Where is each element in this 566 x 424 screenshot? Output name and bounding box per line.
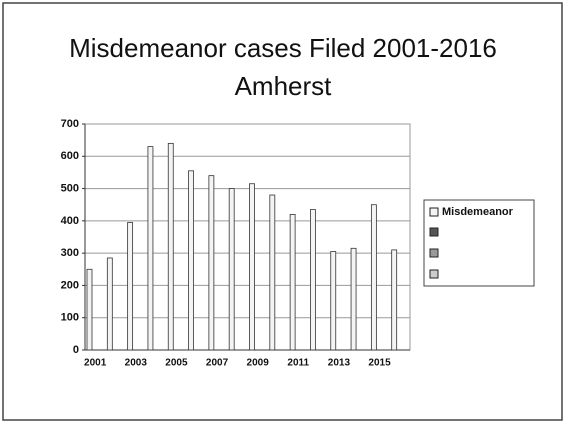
- legend-swatch: [429, 269, 439, 279]
- chart-title: Misdemeanor cases Filed 2001-2016: [69, 33, 497, 63]
- y-tick-label: 300: [61, 247, 79, 259]
- x-tick-label: 2013: [328, 358, 351, 369]
- bar: [208, 175, 215, 351]
- x-tick-label: 2009: [247, 358, 270, 369]
- bar: [228, 188, 235, 351]
- bar: [289, 213, 296, 351]
- bar: [330, 251, 337, 351]
- x-tick-label: 2003: [125, 358, 148, 369]
- legend-swatch: [429, 248, 439, 258]
- y-tick-label: 200: [61, 279, 79, 291]
- bar: [350, 247, 357, 351]
- legend-swatch: [429, 207, 439, 217]
- bar: [147, 146, 154, 351]
- legend: [423, 199, 535, 287]
- bar: [127, 222, 134, 351]
- bar: [269, 194, 276, 351]
- bar: [167, 142, 174, 351]
- y-tick-label: 700: [61, 118, 79, 130]
- chart-subtitle: Amherst: [235, 71, 333, 101]
- bar: [86, 268, 93, 351]
- y-tick-label: 500: [61, 182, 79, 194]
- bar: [370, 204, 377, 351]
- bar: [310, 209, 316, 351]
- y-tick-label: 0: [73, 344, 79, 356]
- x-tick-label: 2015: [368, 358, 391, 369]
- bar: [106, 257, 113, 351]
- y-tick-label: 600: [61, 150, 79, 162]
- bar: [188, 170, 194, 351]
- x-tick-label: 2001: [84, 358, 107, 369]
- x-tick-label: 2007: [206, 358, 229, 369]
- legend-swatch: [429, 227, 439, 237]
- y-tick-label: 400: [61, 215, 79, 227]
- legend-label: Misdemeanor: [442, 206, 514, 218]
- x-tick-label: 2011: [287, 358, 309, 369]
- bar: [391, 249, 398, 351]
- bar: [249, 183, 255, 351]
- x-tick-label: 2005: [165, 358, 188, 369]
- y-tick-label: 100: [61, 312, 79, 324]
